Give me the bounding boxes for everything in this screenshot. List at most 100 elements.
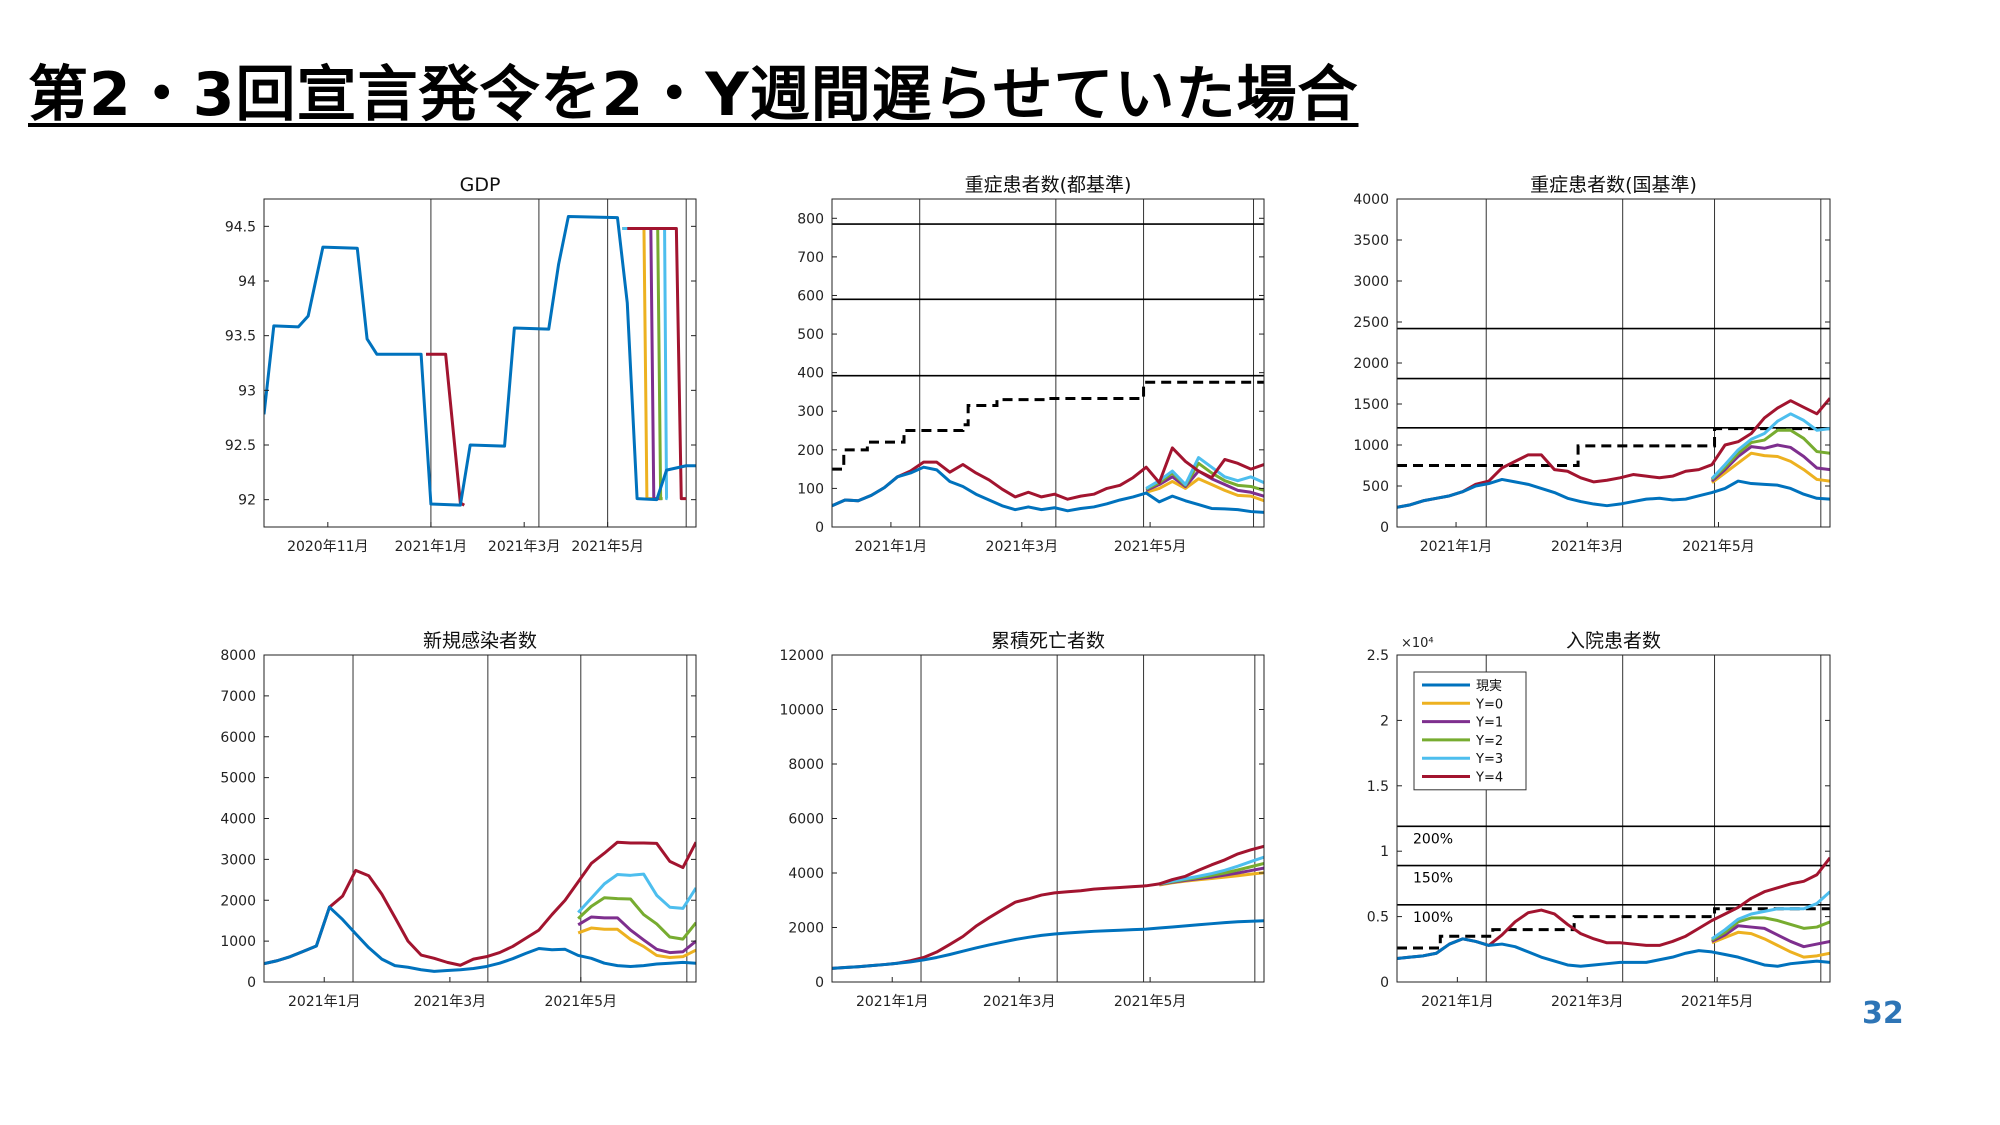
axes-frame	[263, 198, 697, 528]
y-tick-label: 800	[797, 211, 824, 227]
legend-label: Y=2	[1475, 734, 1503, 749]
y-tick-label: 8000	[788, 757, 824, 773]
axes-frame	[831, 198, 1265, 528]
threshold-label: 150%	[1413, 871, 1453, 887]
y-tick-label: 3500	[1353, 233, 1389, 249]
y-tick-label: 5000	[220, 771, 256, 787]
series-line-Y=0	[1145, 477, 1264, 503]
y-tick-label: 10000	[779, 703, 824, 719]
series-line-Y=2	[577, 896, 696, 941]
series-line-Y=3	[1145, 456, 1264, 490]
chart-title: 累積死亡者数	[991, 630, 1105, 652]
chart-title: GDP	[460, 174, 501, 196]
series-line-現実	[1397, 937, 1830, 968]
chart-title: 入院患者数	[1566, 630, 1661, 652]
x-tick-label: 2021年1月	[1420, 539, 1493, 555]
series-line-Y=1	[577, 915, 696, 955]
page-number: 32	[1862, 996, 1904, 1031]
x-tick-label: 2021年1月	[856, 994, 929, 1010]
chart-hospitalized: 200% 150% 100% 0 0.5 1 1.5 2 2.5 2021年1月 2021年3月 20…	[1367, 630, 1831, 1010]
y-tick-label: 2500	[1353, 315, 1389, 331]
legend-label: Y=4	[1475, 771, 1503, 786]
chart-title: 重症患者数(都基準)	[965, 174, 1132, 196]
y-tick-label: 93	[238, 383, 256, 399]
x-tick-label: 2021年5月	[545, 994, 618, 1010]
y-tick-label: 4000	[788, 866, 824, 882]
y-tick-label: 600	[797, 288, 824, 304]
legend-label: Y=0	[1475, 697, 1503, 712]
y-tick-label: 0	[247, 975, 256, 991]
y-tick-label: 500	[797, 327, 824, 343]
series-line-Y=1	[1711, 924, 1830, 949]
y-tick-label: 92.5	[225, 438, 256, 454]
chart-new-infections: 0 1000 2000 3000 4000 5000 6000 7000 8000 2021年1月…	[220, 630, 697, 1010]
y-tick-label: 4000	[220, 812, 256, 828]
series-line-Y=3	[577, 872, 696, 914]
series-line-Y=4	[832, 844, 1264, 970]
x-tick-label: 2021年3月	[1551, 539, 1624, 555]
series-line-Y=0	[1711, 930, 1830, 959]
y-tick-label: 6000	[220, 730, 256, 746]
chart-cumulative-deaths: 0 2000 4000 6000 8000 10000 12000 2021年1月 2021年3…	[779, 630, 1265, 1010]
series-line-Y=4	[426, 352, 466, 507]
x-tick-label: 2021年5月	[1114, 994, 1187, 1010]
x-tick-label: 2021年1月	[395, 539, 468, 555]
axes-frame	[263, 654, 697, 983]
slide-title: 第2・3回宣言発令を2・Y週間遅らせていた場合	[28, 60, 1359, 130]
y-tick-label: 94	[238, 274, 256, 290]
x-tick-label: 2020年11月	[287, 539, 368, 555]
x-tick-label: 2021年3月	[983, 994, 1056, 1010]
plot-area	[832, 199, 1264, 527]
legend-label: Y=3	[1475, 752, 1503, 767]
x-tick-label: 2021年5月	[571, 539, 644, 555]
series-line-Y=3	[1710, 412, 1830, 480]
series-line-Y=2	[1711, 916, 1830, 942]
axes-frame	[1396, 654, 1831, 983]
plot-area	[264, 199, 696, 527]
y-tick-label: 1	[1380, 844, 1389, 860]
series-line-Y=2	[1710, 428, 1830, 481]
plot-area	[832, 655, 1264, 982]
x-tick-label: 2021年3月	[414, 994, 487, 1010]
x-tick-label: 2021年3月	[1551, 994, 1624, 1010]
y-tick-label: 0.5	[1367, 910, 1389, 926]
plot-area	[264, 655, 696, 982]
threshold-label: 100%	[1413, 910, 1453, 926]
y-tick-label: 8000	[220, 648, 256, 664]
x-tick-label: 2021年5月	[1681, 994, 1754, 1010]
series-line-現実	[1397, 477, 1830, 509]
y-tick-label: 0	[1380, 975, 1389, 991]
x-tick-label: 2021年1月	[1421, 994, 1494, 1010]
y-tick-label: 0	[815, 520, 824, 536]
series-line-Y=1	[622, 227, 662, 501]
legend: 現実 Y=0 Y=1 Y=2 Y=3 Y=4	[1413, 671, 1527, 791]
chart-gdp: 92 92.5 93 93.5 94 94.5 2020年11月 2021年1月 2021年3月…	[225, 174, 697, 555]
legend-label: 現実	[1476, 678, 1502, 694]
y-tick-label: 92	[238, 493, 256, 509]
y-tick-label: 94.5	[225, 219, 256, 235]
series-line-現実	[264, 214, 696, 507]
chart-severe-tokyo: 0 100 200 300 400 500 600 700 800 2021年1月 2021年3月 2…	[797, 174, 1265, 555]
x-tick-label: 2021年5月	[1682, 539, 1755, 555]
series-line-Y=1	[1710, 443, 1830, 483]
y-tick-label: 1.5	[1367, 779, 1389, 795]
y-tick-label: 12000	[779, 648, 824, 664]
y-tick-label: 3000	[1353, 274, 1389, 290]
y-tick-label: 1000	[1353, 438, 1389, 454]
series-line-現実	[832, 465, 1264, 514]
x-tick-label: 2021年5月	[1114, 539, 1187, 555]
series-line-Y=3	[1158, 855, 1264, 886]
x-tick-label: 2021年1月	[288, 994, 361, 1010]
y-tick-label: 93.5	[225, 329, 256, 345]
series-line-Y=0	[622, 227, 662, 501]
series-line-Y=0	[1711, 451, 1830, 484]
y-tick-label: 2.5	[1367, 648, 1389, 664]
series-line-Y=4	[627, 227, 687, 501]
legend-label: Y=1	[1475, 716, 1503, 731]
y-tick-label: 1500	[1353, 397, 1389, 413]
y-tick-label: 500	[1362, 479, 1389, 495]
y-tick-label: 100	[797, 481, 824, 497]
axes-frame	[831, 654, 1265, 983]
capacity-dashed-line	[832, 380, 1264, 471]
